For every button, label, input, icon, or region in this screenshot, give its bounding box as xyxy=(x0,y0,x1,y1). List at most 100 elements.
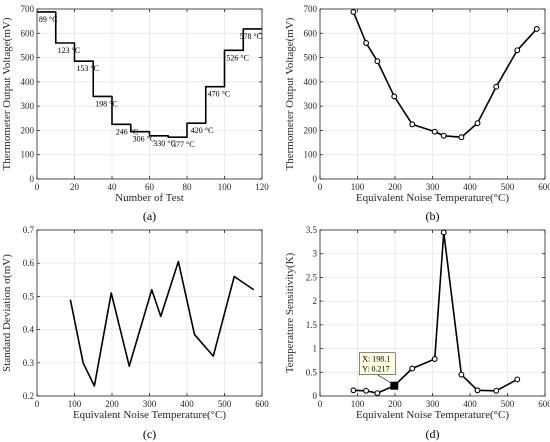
x-tick-label: 600 xyxy=(255,399,269,409)
x-tick-label: 500 xyxy=(501,399,515,409)
y-tick-label: 3.5 xyxy=(306,225,318,235)
data-point xyxy=(533,25,540,32)
step-annotation: 420 °C xyxy=(191,126,214,135)
y-tick-label: 0.5 xyxy=(23,291,35,301)
x-tick-label: 600 xyxy=(538,399,550,409)
y-tick-label: 500 xyxy=(21,53,35,63)
y-tick-label: 600 xyxy=(304,28,318,38)
x-axis-label: Equivalent Noise Temperature(°C) xyxy=(356,409,509,421)
y-tick-label: 2.5 xyxy=(306,272,318,282)
y-axis-label: Temperature Sensitivity(K) xyxy=(284,252,296,373)
panel-label: (c) xyxy=(143,427,156,441)
data-point xyxy=(440,132,447,139)
x-tick-label: 300 xyxy=(143,399,157,409)
step-annotation: 377 °C xyxy=(172,140,195,149)
y-tick-label: 3 xyxy=(313,249,318,259)
panel-a: 0 20 40 60 80 100 120 0 100 200 300 400 500 600 700 Num… xyxy=(1,4,269,223)
panel-d: 0 100 200 300 400 500 600 0 0.5 1 1.5 2 2.5 3 3.5 Equiv… xyxy=(284,225,550,441)
datatip-marker xyxy=(390,381,399,390)
step-annotation: 123 °C xyxy=(58,46,81,55)
datatip-leader xyxy=(377,374,393,384)
y-tick-label: 0.7 xyxy=(23,225,35,235)
data-point xyxy=(374,58,381,65)
data-point xyxy=(474,387,481,394)
step-annotation: 578 °C xyxy=(240,32,263,41)
panel-b: 0 100 200 300 400 500 600 0 100 200 300 400 500 600 70… xyxy=(284,4,550,223)
step-annotation: 330 °C xyxy=(153,139,176,148)
x-tick-label: 0 xyxy=(35,399,40,409)
y-tick-label: 0.3 xyxy=(23,358,35,368)
x-axis-label: Equivalent Noise Temperature(°C) xyxy=(356,192,509,204)
y-tick-label: 1 xyxy=(313,344,318,354)
step-annotation: 246 °C xyxy=(116,127,139,136)
data-point xyxy=(474,120,481,127)
series-line xyxy=(69,260,255,387)
y-tick-label: 0 xyxy=(30,174,35,184)
x-tick-label: 200 xyxy=(105,399,119,409)
x-tick-label: 200 xyxy=(388,182,402,192)
data-point xyxy=(431,356,438,362)
panel-label: (d) xyxy=(426,427,440,441)
step-annotation: 89 °C xyxy=(39,15,58,24)
x-tick-label: 40 xyxy=(108,182,118,192)
y-tick-label: 700 xyxy=(21,4,35,14)
step-annotation: 470 °C xyxy=(208,90,231,99)
y-tick-label: 700 xyxy=(304,4,318,14)
x-tick-label: 0 xyxy=(318,399,323,409)
y-axis-label: Standard Deviation σ(mV) xyxy=(1,254,13,372)
y-tick-label: 0.2 xyxy=(23,391,34,401)
data-point xyxy=(514,47,521,54)
y-axis-label: Thermometer Output Voltage(mV) xyxy=(1,17,13,170)
x-tick-label: 100 xyxy=(218,182,232,192)
y-tick-label: 400 xyxy=(21,77,35,87)
y-tick-label: 100 xyxy=(304,150,318,160)
data-point xyxy=(409,365,416,372)
x-tick-label: 200 xyxy=(388,399,402,409)
panel-label: (a) xyxy=(143,209,156,223)
y-tick-label: 200 xyxy=(21,125,35,135)
data-point xyxy=(374,390,381,397)
y-tick-label: 0 xyxy=(313,174,318,184)
x-tick-label: 60 xyxy=(145,182,155,192)
x-tick-label: 100 xyxy=(351,182,365,192)
y-tick-label: 2 xyxy=(313,296,318,306)
x-tick-label: 0 xyxy=(35,182,40,192)
data-point xyxy=(440,229,447,236)
x-tick-label: 500 xyxy=(501,182,515,192)
data-point xyxy=(431,128,438,135)
y-tick-label: 0.4 xyxy=(23,325,35,335)
datatip-x-text: X: 198.1 xyxy=(362,355,390,364)
data-point xyxy=(493,387,500,394)
x-tick-label: 300 xyxy=(426,182,440,192)
y-tick-label: 600 xyxy=(21,28,35,38)
data-point xyxy=(363,387,370,394)
x-tick-label: 400 xyxy=(180,399,194,409)
x-tick-label: 400 xyxy=(463,399,477,409)
y-tick-label: 1.5 xyxy=(306,320,318,330)
y-tick-label: 500 xyxy=(304,53,318,63)
y-tick-label: 300 xyxy=(304,101,318,111)
y-tick-label: 200 xyxy=(304,125,318,135)
panel-label: (b) xyxy=(426,209,440,223)
y-tick-label: 0.6 xyxy=(23,258,35,268)
panel-c: 0 100 200 300 400 500 600 0.2 0.3 0.4 0.5 0.6 0.7 Equ… xyxy=(1,225,269,441)
y-tick-label: 0.5 xyxy=(306,367,318,377)
x-tick-label: 100 xyxy=(68,399,82,409)
data-point xyxy=(514,376,521,383)
y-tick-label: 0 xyxy=(313,391,318,401)
data-point xyxy=(363,40,370,46)
y-tick-label: 400 xyxy=(304,77,318,87)
data-point xyxy=(350,387,357,394)
data-point xyxy=(391,93,398,100)
series-line xyxy=(37,11,262,139)
data-point xyxy=(493,83,500,90)
x-tick-label: 120 xyxy=(255,182,269,192)
x-axis-label: Equivalent Noise Temperature(°C) xyxy=(73,409,226,421)
x-tick-label: 100 xyxy=(351,399,365,409)
datatip-box xyxy=(358,352,396,376)
y-axis-label: Thermometer Output Voltage(mV) xyxy=(284,17,296,170)
data-point xyxy=(350,8,357,15)
data-point xyxy=(409,121,416,128)
series-line xyxy=(352,11,538,139)
